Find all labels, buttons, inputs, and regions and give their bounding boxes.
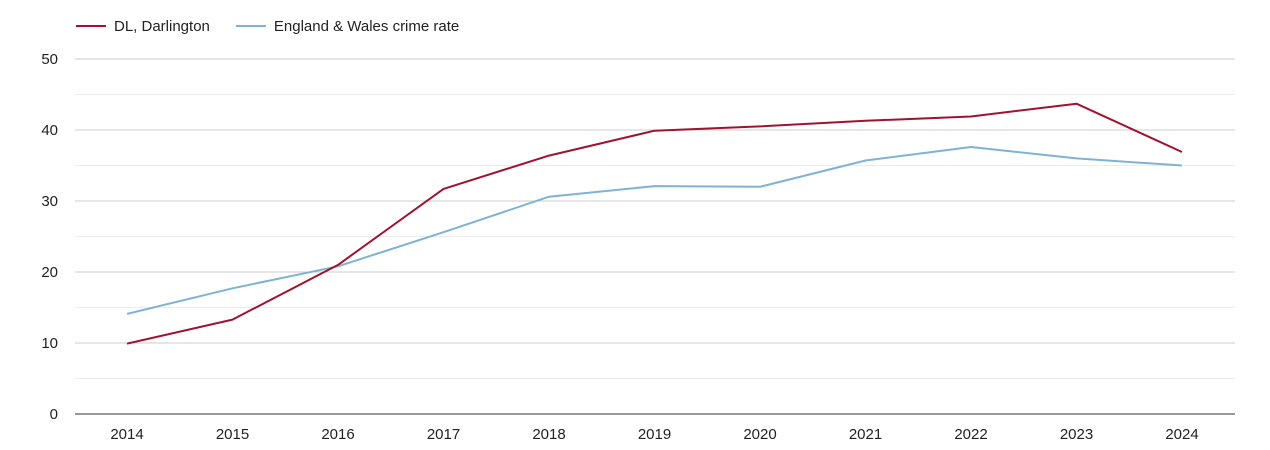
x-tick-label: 2021 bbox=[849, 426, 882, 443]
x-tick-label: 2014 bbox=[110, 426, 143, 443]
x-tick-label: 2023 bbox=[1060, 426, 1093, 443]
x-tick-label: 2015 bbox=[216, 426, 249, 443]
y-tick-label: 0 bbox=[50, 406, 58, 423]
legend-label-england-wales: England & Wales crime rate bbox=[273, 17, 460, 35]
legend-swatch-darlington bbox=[76, 25, 106, 27]
y-tick-label: 40 bbox=[41, 122, 58, 139]
y-tick-label: 30 bbox=[41, 193, 58, 210]
legend-item-darlington[interactable]: DL, Darlington bbox=[76, 18, 210, 35]
series-lines bbox=[126, 102, 1183, 345]
y-tick-label: 20 bbox=[41, 264, 58, 281]
x-tick-label: 2024 bbox=[1165, 426, 1198, 443]
x-tick-label: 2016 bbox=[321, 426, 354, 443]
x-tick-label: 2022 bbox=[954, 426, 987, 443]
x-tick-label: 2020 bbox=[743, 426, 776, 443]
y-axis-ticks: 0 10 20 30 40 50 bbox=[41, 51, 58, 423]
y-tick-label: 10 bbox=[41, 335, 58, 352]
legend-swatch-england-wales bbox=[235, 25, 266, 27]
series-line-darlington bbox=[126, 102, 1183, 345]
legend-label-darlington: DL, Darlington bbox=[114, 17, 210, 35]
x-tick-label: 2018 bbox=[532, 426, 565, 443]
chart-legend: DL, Darlington England & Wales crime rat… bbox=[76, 16, 485, 36]
y-tick-label: 50 bbox=[41, 51, 58, 68]
legend-item-england-wales[interactable]: England & Wales crime rate bbox=[235, 17, 460, 35]
x-tick-label: 2017 bbox=[427, 426, 460, 443]
x-axis-ticks: 2014 2015 2016 2017 2018 2019 2020 2021 2022 2023… bbox=[110, 426, 1198, 443]
gridlines bbox=[75, 58, 1235, 379]
x-tick-label: 2019 bbox=[638, 426, 671, 443]
series-line-england-wales bbox=[126, 146, 1183, 315]
